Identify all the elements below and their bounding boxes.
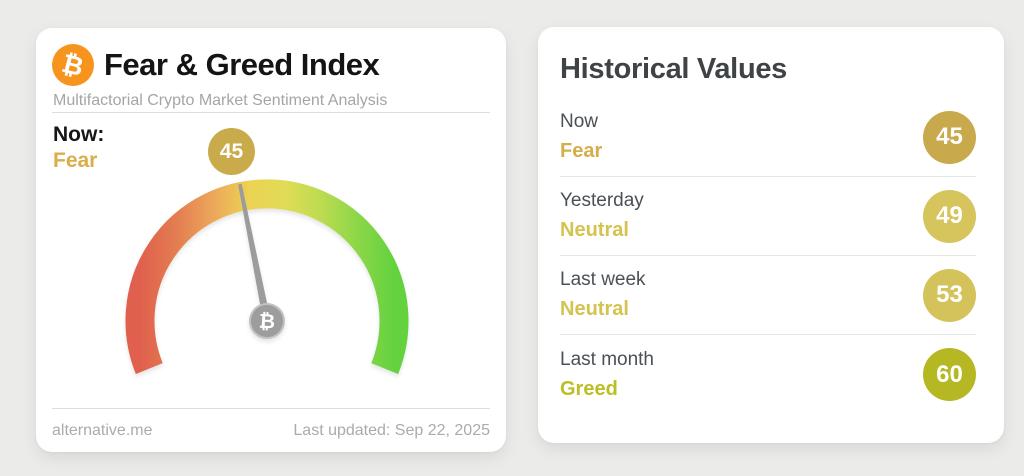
row-texts: Last week Neutral — [560, 269, 646, 321]
card-header: ₿ Fear & Greed Index — [52, 44, 490, 86]
gauge-hub — [249, 303, 285, 339]
gauge-hub-bitcoin-glyph: ₿ — [258, 309, 275, 334]
card-footer: alternative.me Last updated: Sep 22, 202… — [52, 408, 490, 452]
row-texts: Now Fear — [560, 111, 602, 163]
row-label: Now — [560, 111, 599, 132]
fear-greed-card: ₿ Fear & Greed Index Multifactorial Cryp… — [36, 28, 506, 452]
now-classification: Fear — [53, 149, 98, 173]
gauge-svg: ₿ — [125, 179, 409, 375]
row-classification: Neutral — [560, 298, 629, 320]
now-block: Now: Fear — [53, 122, 104, 175]
row-value-badge: 60 — [923, 348, 976, 401]
site-link[interactable]: alternative.me — [52, 421, 153, 439]
now-label: Now: — [53, 123, 105, 146]
sentiment-gauge: ₿ — [97, 168, 437, 406]
row-classification: Fear — [560, 140, 603, 162]
row-label: Last week — [560, 269, 646, 290]
row-label: Yesterday — [560, 190, 644, 211]
row-value-badge: 49 — [923, 189, 976, 243]
historical-values-card: Historical Values Now Fear 45 Yesterday … — [538, 27, 1004, 443]
bitcoin-glyph: ₿ — [58, 48, 87, 83]
card-title: Fear & Greed Index — [104, 47, 380, 82]
last-updated: Last updated: Sep 22, 2025 — [293, 421, 490, 439]
gauge-arc — [125, 179, 409, 375]
gauge-needle-group: ₿ — [238, 183, 285, 339]
row-texts: Yesterday Neutral — [560, 190, 644, 242]
historical-title: Historical Values — [560, 53, 788, 85]
history-row-last-week: Last week Neutral 53 — [560, 256, 976, 335]
history-row-now: Now Fear 45 — [560, 98, 976, 177]
gauge-needle — [238, 183, 271, 323]
history-row-yesterday: Yesterday Neutral 49 — [560, 177, 976, 256]
row-value-badge: 53 — [923, 268, 976, 322]
row-classification: Greed — [560, 377, 618, 400]
row-label: Last month — [560, 348, 654, 370]
row-texts: Last month Greed — [560, 349, 654, 401]
row-classification: Neutral — [560, 219, 629, 241]
bitcoin-icon: ₿ — [52, 44, 94, 86]
card-subtitle: Multifactorial Crypto Market Sentiment A… — [53, 92, 388, 109]
header-divider — [52, 112, 490, 113]
history-row-last-month: Last month Greed 60 — [560, 335, 976, 414]
current-value-badge: 45 — [208, 128, 255, 175]
row-value-badge: 45 — [923, 110, 976, 164]
